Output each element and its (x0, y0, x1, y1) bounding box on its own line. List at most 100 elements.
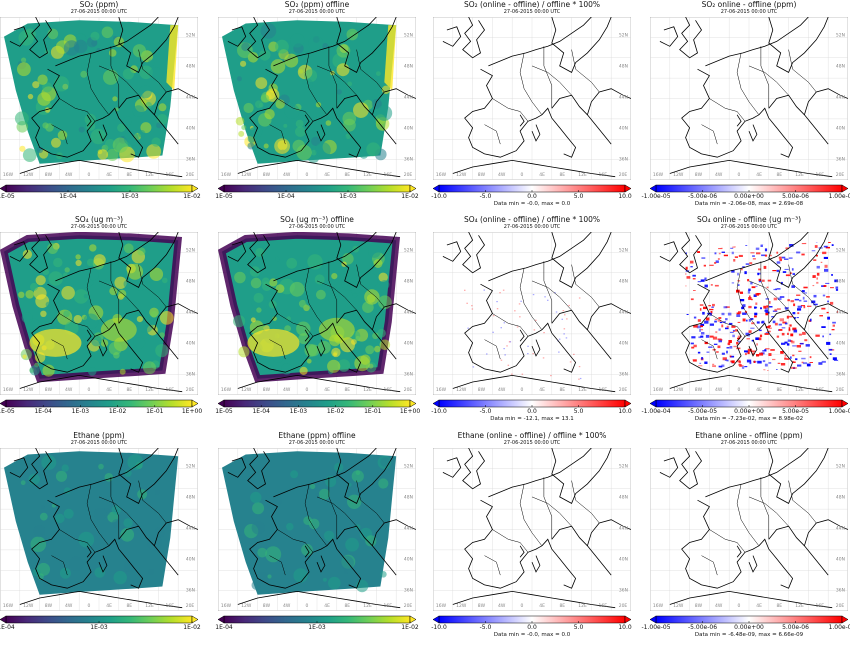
lon-tick-label: 8E (344, 603, 350, 609)
diff-cell (734, 256, 738, 258)
field-blob (250, 277, 262, 289)
diff-cell (718, 246, 723, 250)
diff-cell (791, 360, 794, 363)
field-blob (255, 247, 265, 257)
field-blob (158, 88, 167, 98)
diff-cell (742, 318, 746, 322)
field-blob (342, 135, 347, 140)
diff-cell (506, 345, 508, 347)
country-border (571, 480, 600, 524)
lat-tick-label: 52N (404, 248, 413, 254)
diff-cell (811, 250, 816, 252)
lon-tick-label: 20E (404, 603, 413, 609)
coastline (442, 26, 462, 47)
lat-tick-label: 48N (619, 495, 628, 501)
coastline (519, 114, 525, 127)
coastline (326, 107, 362, 158)
field-blob (22, 249, 33, 259)
diff-cell (760, 244, 763, 247)
colorbar (432, 615, 632, 624)
diff-cell (813, 303, 818, 306)
diff-cell (770, 349, 775, 351)
coastline (29, 448, 52, 490)
field-blob (61, 286, 75, 300)
lat-tick-label: 40N (836, 126, 845, 132)
country-border (98, 280, 139, 311)
field-blob (97, 149, 109, 160)
diff-cell (776, 251, 779, 254)
colorbar-tick-label: 5.00e-06 (782, 624, 809, 631)
diff-cell (685, 273, 687, 275)
diff-cell (780, 363, 786, 366)
country-border (531, 65, 572, 96)
lon-tick-label: 0 (87, 603, 90, 609)
diff-cell (818, 362, 823, 365)
diff-cell (788, 257, 793, 259)
field-blob (286, 522, 294, 531)
diff-cell (781, 256, 786, 259)
field-blob (362, 272, 378, 289)
field-blob (138, 85, 152, 99)
diff-cell (776, 261, 781, 264)
field-blob (91, 335, 102, 347)
diff-cell (765, 326, 770, 328)
country-border (531, 280, 572, 311)
diff-cell (690, 260, 694, 264)
diff-cell (535, 319, 537, 321)
diff-cell (693, 324, 698, 328)
diff-cell (721, 364, 725, 367)
field-blob (75, 259, 82, 267)
country-border (492, 529, 529, 553)
diff-cell (832, 357, 837, 361)
diff-cell (784, 258, 789, 260)
diff-cell (792, 327, 797, 331)
diff-cell (826, 296, 830, 298)
colorbar-tick-label: 1E-04 (0, 624, 15, 631)
field-blob (347, 81, 353, 87)
diff-cell (829, 301, 834, 305)
lon-tick-label: 20E (186, 387, 195, 393)
coastline (86, 329, 92, 342)
diff-cell (718, 339, 722, 343)
field-blob (39, 512, 48, 521)
diff-cell (736, 312, 740, 315)
field-blob (241, 125, 247, 130)
field-blob (315, 492, 320, 497)
diff-cell (561, 318, 563, 320)
field-blob (20, 480, 26, 486)
field-blob (272, 495, 283, 506)
coastline (541, 538, 577, 589)
diff-cell (782, 271, 787, 273)
diff-cell (794, 317, 796, 319)
lon-tick-label: 12W (673, 387, 684, 393)
coastline (98, 555, 108, 573)
coastline (118, 309, 179, 360)
field-blob (251, 521, 265, 535)
diff-cell (700, 323, 705, 326)
field-blob (28, 473, 40, 485)
lon-tick-label: 4E (324, 172, 330, 178)
map-plot: 16W 12W 8W 4W 0 4E 8E 12E 16E 20E 52N 48N 44N 40N 36N (0, 232, 198, 395)
field-blob (64, 267, 70, 273)
diff-cell (731, 270, 735, 273)
lon-tick-label: 4W (65, 172, 73, 178)
diff-cell (736, 359, 741, 363)
diff-cell (699, 304, 704, 306)
diff-cell (793, 329, 798, 333)
colorbar-arrow-left (649, 399, 657, 408)
colorbar-tick-label: 1E-02 (401, 193, 419, 200)
country-border (304, 52, 328, 115)
diff-cell (773, 288, 777, 291)
field-blob (296, 321, 311, 336)
diff-cell (717, 345, 721, 349)
field-blob (119, 368, 126, 375)
diff-cell (791, 268, 794, 271)
coastline (336, 525, 397, 576)
diff-cell (544, 296, 546, 298)
lon-tick-label: 8E (344, 387, 350, 393)
diff-cell (797, 308, 802, 311)
field-blob (104, 139, 116, 150)
diff-cell (732, 329, 736, 332)
chart-panel: SO₄ (ug m⁻³) offline 27-06-2015 00:00 UTC… (215, 215, 420, 429)
field-blob (371, 98, 382, 109)
